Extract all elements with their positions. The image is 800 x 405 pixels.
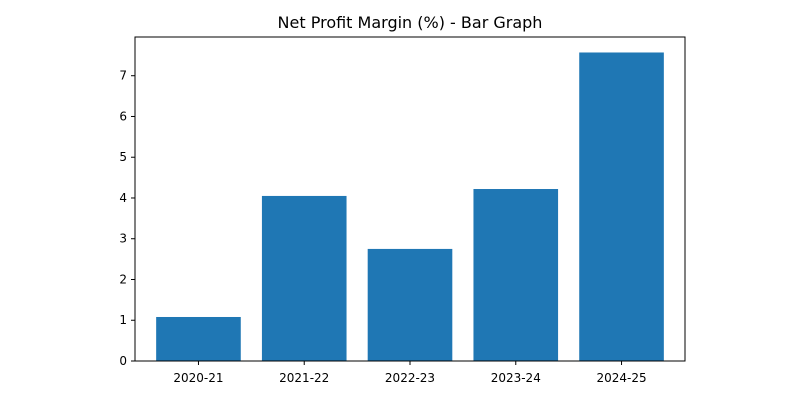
x-tick-label: 2020-21 bbox=[173, 371, 223, 385]
y-tick-label: 1 bbox=[119, 313, 127, 327]
x-tick-label: 2021-22 bbox=[279, 371, 329, 385]
chart-title: Net Profit Margin (%) - Bar Graph bbox=[278, 13, 543, 32]
bar-2023-24 bbox=[473, 189, 559, 361]
y-tick-label: 2 bbox=[119, 272, 127, 286]
x-tick-label: 2023-24 bbox=[491, 371, 541, 385]
bar-2022-23 bbox=[367, 248, 453, 361]
plot-frame bbox=[134, 36, 686, 362]
y-tick-label: 4 bbox=[119, 191, 127, 205]
y-axis: 0 1 2 3 4 5 6 7 bbox=[119, 69, 135, 368]
x-axis: 2020-21 2021-22 2022-23 2023-24 2024-25 bbox=[173, 361, 647, 385]
x-tick-label: 2024-25 bbox=[596, 371, 646, 385]
y-tick-label: 0 bbox=[119, 354, 127, 368]
x-tick-label: 2022-23 bbox=[385, 371, 435, 385]
bars-layer bbox=[156, 52, 664, 362]
y-tick-label: 5 bbox=[119, 150, 127, 164]
y-tick-label: 3 bbox=[119, 232, 127, 246]
y-tick-label: 6 bbox=[119, 109, 127, 123]
bar-2020-21 bbox=[156, 316, 241, 361]
bar-2024-25 bbox=[579, 52, 664, 362]
bar-2021-22 bbox=[261, 195, 347, 361]
y-tick-label: 7 bbox=[119, 69, 127, 83]
